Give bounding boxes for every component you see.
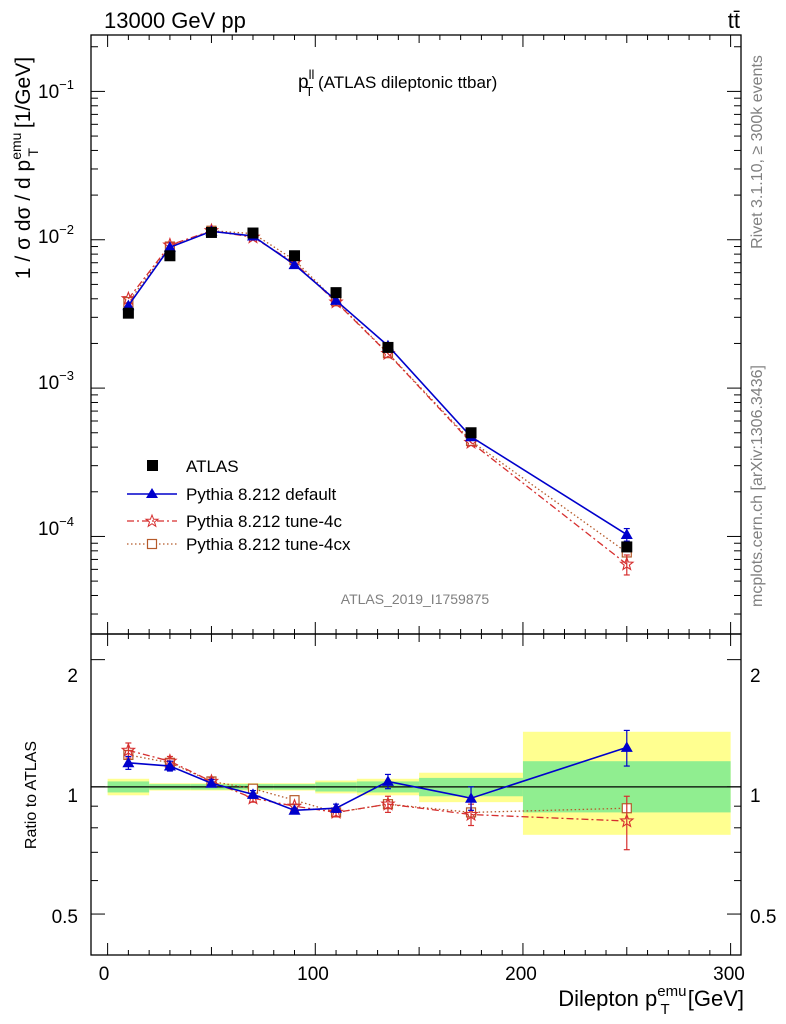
- x-tick-label: 100: [297, 964, 329, 985]
- analysis-id: ATLAS_2019_I1759875: [341, 591, 490, 607]
- header-right: tt̄: [728, 8, 740, 33]
- ratio-point-default: [288, 804, 301, 815]
- y-tick-label-top: 10−1: [38, 77, 74, 103]
- ratio-point-tune4c: [463, 806, 479, 822]
- x-tick-label: 0: [99, 964, 110, 985]
- y-tick-label-ratio: 0.5: [750, 907, 776, 928]
- main-point-default: [122, 299, 135, 311]
- y-axis-label-top-b: [1/GeV]: [12, 57, 35, 134]
- main-point-default: [163, 241, 176, 252]
- rivet-label: Rivet 3.1.10, ≥ 300k events: [749, 55, 766, 249]
- main-point-atlas: [247, 227, 259, 239]
- ratio-point-tune4c: [380, 796, 396, 811]
- main-point-default: [288, 258, 301, 270]
- main-point-default: [620, 528, 633, 540]
- main-point-atlas: [289, 250, 301, 262]
- ratio-point-default: [122, 756, 135, 768]
- x-tick-label: 300: [713, 964, 745, 985]
- plot-title: pll T (ATLAS dileptonic ttbar): [298, 67, 497, 99]
- y-axis-label-bottom: Ratio to ATLAS: [23, 741, 40, 849]
- legend-marker-atlas: [147, 460, 158, 471]
- y-tick-exp: −4: [59, 514, 74, 529]
- legend: ATLAS Pythia 8.212 default Pythia 8.212 …: [127, 457, 351, 554]
- ratio-point-default: [620, 741, 633, 752]
- ratio-point-default: [163, 760, 176, 771]
- mcplots-label: mcplots.cern.ch [arXiv:1306.3436]: [749, 365, 766, 607]
- main-line-tune4cx: [127, 230, 628, 553]
- legend-label: Pythia 8.212 tune-4c: [186, 512, 342, 531]
- y-tick-exp: −1: [59, 77, 74, 92]
- y-tick-base: 10: [38, 227, 59, 248]
- legend-marker-tune4cx: [146, 538, 158, 550]
- plot-title-main: p: [298, 72, 309, 93]
- x-axis-label-a: Dilepton p: [558, 986, 657, 1011]
- ratio-frame: [90, 633, 742, 956]
- y-tick-label-top: 10−4: [38, 514, 74, 540]
- y-tick-exp: −3: [59, 368, 74, 383]
- x-axis-label-b: [GeV]: [682, 986, 744, 1011]
- ratio-point-default: [330, 802, 343, 813]
- x-tick-label: 200: [505, 964, 537, 985]
- x-axis-label-sub: T: [660, 1001, 669, 1018]
- legend-label: ATLAS: [186, 457, 239, 476]
- y-tick-label-ratio: 1: [67, 786, 78, 807]
- plot-title-sup: ll: [309, 67, 315, 82]
- y-tick-exp: −2: [59, 222, 74, 237]
- main-point-atlas: [205, 226, 217, 238]
- legend-marker-default: [146, 488, 158, 498]
- main-point-atlas: [164, 250, 176, 262]
- legend-label: Pythia 8.212 tune-4cx: [186, 535, 351, 554]
- series-layer: [120, 222, 635, 851]
- ratio-point-default: [465, 792, 478, 803]
- main-point-atlas: [382, 341, 394, 353]
- y-axis-label-top-sup: emu: [8, 133, 24, 160]
- plot-title-sub: T: [305, 84, 313, 99]
- ratio-point-default: [381, 775, 394, 786]
- main-point-atlas: [621, 541, 633, 553]
- legend-marker-tune4c: [144, 513, 160, 528]
- y-axis-label-top-sub: T: [25, 148, 41, 157]
- y-tick-base: 10: [38, 373, 59, 394]
- x-axis-label: Dilepton pemu T [GeV]: [558, 983, 744, 1018]
- ratio-point-default: [205, 777, 218, 788]
- y-tick-label-ratio: 2: [67, 666, 78, 687]
- ratio-point-tune4c: [619, 812, 635, 828]
- header-left: 13000 GeV pp: [104, 8, 246, 33]
- main-point-atlas: [465, 427, 477, 439]
- y-axis-label-top: 1 / σ dσ / d pemuT [1/GeV]: [8, 57, 41, 279]
- y-tick-label-top: 10−2: [38, 222, 74, 248]
- y-tick-label-ratio: 1: [750, 786, 761, 807]
- y-axis-label-top-a: 1 / σ dσ / d p: [12, 160, 35, 279]
- legend-label: Pythia 8.212 default: [186, 485, 337, 504]
- ratio-point-default: [246, 788, 259, 799]
- main-point-tune4c: [619, 556, 635, 571]
- y-tick-base: 10: [38, 519, 59, 540]
- y-tick-label-ratio: 0.5: [52, 907, 78, 928]
- main-point-default: [330, 294, 343, 305]
- ratio-point-tune4c: [120, 742, 137, 757]
- x-axis-label-sup: emu: [657, 983, 686, 1000]
- y-tick-label-ratio: 2: [750, 666, 761, 687]
- plot-title-rest: (ATLAS dileptonic ttbar): [313, 73, 497, 92]
- main-point-atlas: [330, 287, 342, 299]
- ratio-point-tune4c: [328, 804, 344, 819]
- ratio-bands: [107, 731, 731, 835]
- main-point-atlas: [122, 307, 134, 319]
- y-tick-base: 10: [38, 82, 59, 103]
- axes-layer: [90, 34, 742, 956]
- y-tick-label-top: 10−3: [38, 368, 74, 394]
